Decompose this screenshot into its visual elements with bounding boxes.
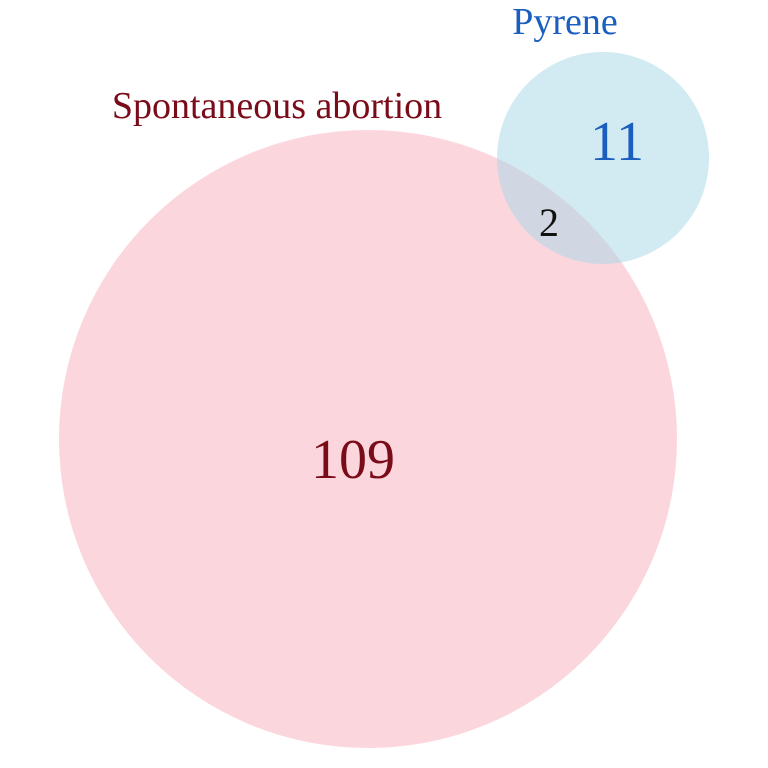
spontaneous-abortion-only-count: 109 <box>311 429 395 491</box>
pyrene-circle <box>497 52 709 264</box>
intersection-count: 2 <box>539 200 559 245</box>
pyrene-label: Pyrene <box>512 1 618 43</box>
spontaneous-abortion-circle <box>59 130 677 748</box>
spontaneous-abortion-label: Spontaneous abortion <box>112 85 442 127</box>
pyrene-only-count: 11 <box>590 111 644 173</box>
